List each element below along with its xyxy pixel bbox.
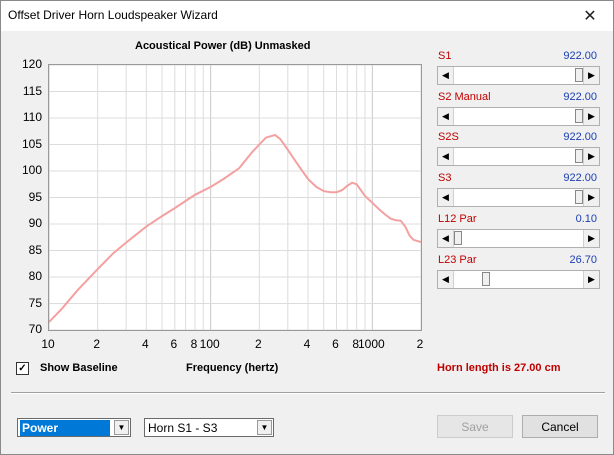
- chevron-left-icon[interactable]: ◀: [438, 148, 454, 165]
- slider-label: S1: [438, 50, 452, 62]
- save-button[interactable]: Save: [437, 415, 513, 438]
- slider-thumb[interactable]: [575, 109, 583, 123]
- chevron-down-icon[interactable]: ▼: [114, 420, 129, 435]
- x-tick-label: 10: [41, 337, 55, 351]
- slider-track[interactable]: ◀ ▶: [437, 107, 600, 126]
- y-tick-label: 105: [21, 136, 42, 151]
- slider-thumb[interactable]: [575, 190, 583, 204]
- slider-value: 26.70: [569, 254, 597, 266]
- chevron-left-icon[interactable]: ◀: [438, 271, 454, 288]
- slider-thumb[interactable]: [575, 68, 583, 82]
- close-icon[interactable]: ✕: [583, 8, 597, 25]
- chevron-right-icon[interactable]: ▶: [583, 148, 599, 165]
- x-tick-label: 6: [332, 337, 339, 351]
- slider-thumb[interactable]: [481, 272, 490, 286]
- show-baseline-checkbox[interactable]: ✓: [16, 362, 29, 375]
- horn-length-text: Horn length is 27.00 cm: [437, 362, 561, 374]
- y-tick-label: 70: [28, 322, 42, 336]
- chevron-right-icon[interactable]: ▶: [583, 230, 599, 247]
- slider-track[interactable]: ◀ ▶: [437, 270, 600, 289]
- slider-label: S2 Manual: [438, 91, 491, 103]
- slider-label: S2S: [438, 131, 459, 143]
- cancel-button[interactable]: Cancel: [522, 415, 598, 438]
- chevron-left-icon[interactable]: ◀: [438, 108, 454, 125]
- y-tick-label: 75: [28, 295, 42, 310]
- y-tick-label: 80: [28, 269, 42, 283]
- slider-track[interactable]: ◀ ▶: [437, 66, 600, 85]
- x-tick-label: 8: [352, 337, 359, 351]
- y-tick-label: 120: [21, 57, 42, 71]
- x-tick-label: 4: [141, 337, 149, 351]
- x-tick-label: 1000: [357, 337, 385, 351]
- horn-select[interactable]: Horn S1 - S3 ▼: [144, 418, 274, 437]
- x-tick-label: 2: [416, 337, 424, 351]
- chevron-left-icon[interactable]: ◀: [438, 67, 454, 84]
- chevron-right-icon[interactable]: ▶: [583, 67, 599, 84]
- x-tick-label: 6: [170, 337, 178, 351]
- slider-value: 0.10: [575, 213, 597, 225]
- x-tick-label: 8: [190, 337, 198, 351]
- x-tick-label: 4: [303, 337, 311, 351]
- y-tick-label: 115: [22, 83, 42, 98]
- title-bar: Offset Driver Horn Loudspeaker Wizard ✕: [1, 1, 613, 31]
- slider-label: L12 Par: [438, 213, 477, 225]
- window-title: Offset Driver Horn Loudspeaker Wizard: [8, 8, 218, 22]
- chevron-right-icon[interactable]: ▶: [583, 271, 599, 288]
- slider-label: L23 Par: [438, 254, 477, 266]
- separator: [11, 392, 605, 394]
- chevron-right-icon[interactable]: ▶: [583, 108, 599, 125]
- chevron-left-icon[interactable]: ◀: [438, 189, 454, 206]
- y-tick-label: 90: [28, 216, 42, 230]
- slider-thumb[interactable]: [454, 231, 462, 245]
- chevron-left-icon[interactable]: ◀: [438, 230, 454, 247]
- slider-track[interactable]: ◀ ▶: [437, 229, 600, 248]
- slider-label: S3: [438, 172, 452, 184]
- slider-track[interactable]: ◀ ▶: [437, 188, 600, 207]
- y-tick-label: 85: [28, 242, 42, 257]
- slider-value: 922.00: [563, 172, 597, 184]
- horn-select-value: Horn S1 - S3: [148, 421, 218, 435]
- x-tick-label: 2: [93, 337, 100, 351]
- chart-svg: [48, 64, 422, 331]
- plot-area: [48, 64, 422, 331]
- slider-value: 922.00: [563, 131, 597, 143]
- mode-select-value: Power: [20, 420, 110, 436]
- chart-title: Acoustical Power (dB) Unmasked: [135, 40, 311, 52]
- chevron-down-icon[interactable]: ▼: [257, 420, 272, 435]
- x-tick-label: 100: [199, 337, 220, 351]
- slider-value: 922.00: [563, 91, 597, 103]
- power-curve-line: [48, 133, 422, 323]
- x-axis-label: Frequency (hertz): [186, 362, 279, 374]
- chevron-right-icon[interactable]: ▶: [583, 189, 599, 206]
- y-tick-label: 100: [21, 163, 42, 177]
- slider-value: 922.00: [563, 50, 597, 62]
- y-tick-label: 95: [28, 189, 42, 204]
- y-tick-label: 110: [22, 110, 42, 124]
- slider-thumb[interactable]: [575, 149, 583, 163]
- show-baseline-label[interactable]: Show Baseline: [40, 362, 118, 374]
- mode-select[interactable]: Power ▼: [17, 418, 131, 437]
- x-tick-label: 2: [254, 337, 262, 351]
- slider-track[interactable]: ◀ ▶: [437, 147, 600, 166]
